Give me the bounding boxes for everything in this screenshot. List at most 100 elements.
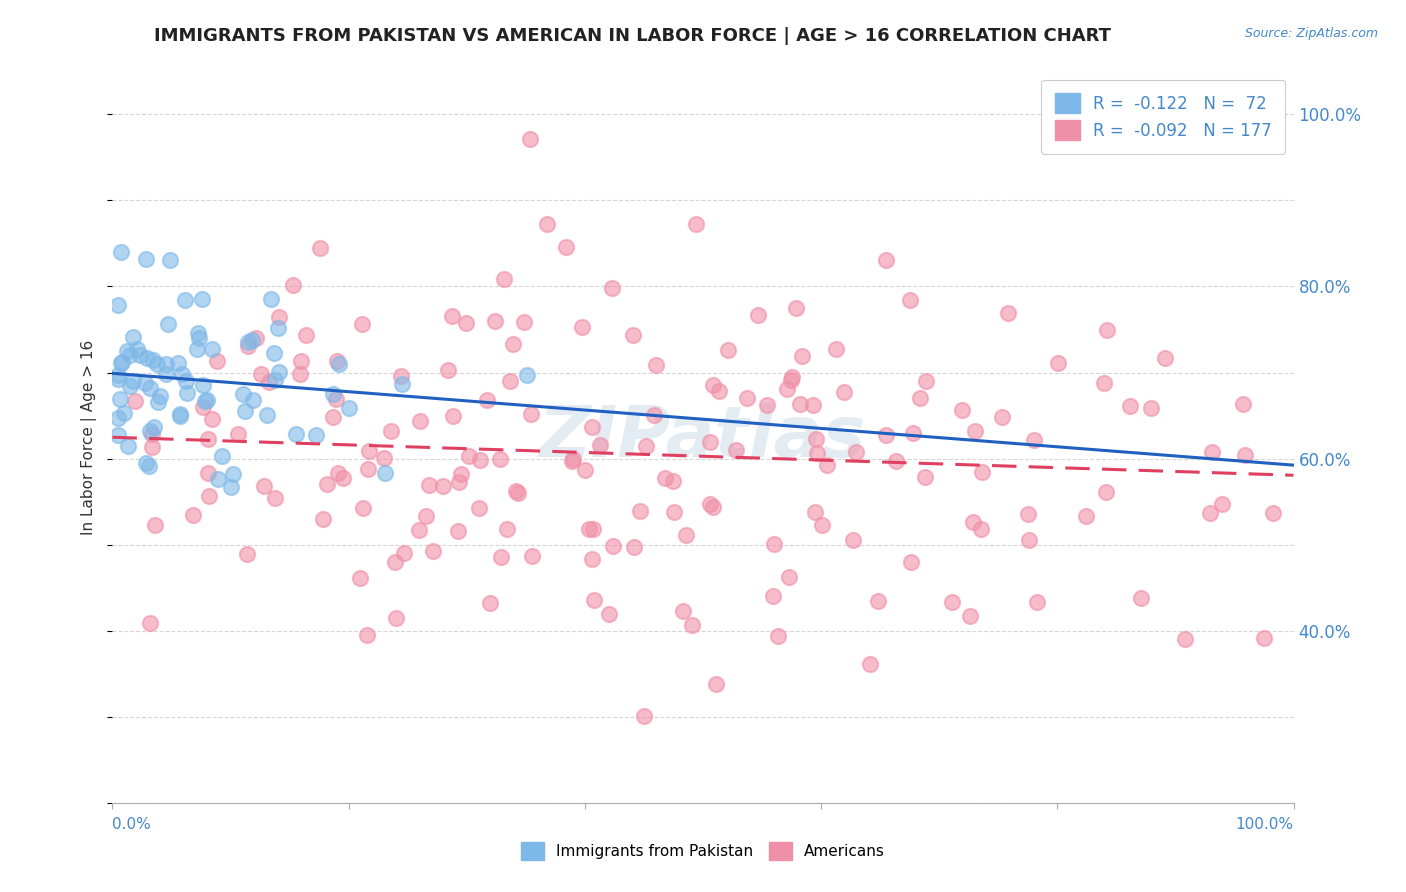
Point — [155, 357, 177, 371]
Legend: Immigrants from Pakistan, Americans: Immigrants from Pakistan, Americans — [515, 836, 891, 866]
Point — [803, 505, 825, 519]
Point — [187, 326, 209, 340]
Point — [141, 427, 163, 442]
Point — [467, 500, 489, 515]
Point — [965, 425, 987, 439]
Point — [900, 556, 922, 570]
Point — [194, 394, 217, 409]
Point — [201, 412, 224, 426]
Point — [623, 540, 645, 554]
Point — [138, 381, 160, 395]
Point — [356, 628, 378, 642]
Point — [197, 467, 219, 481]
Point — [1232, 397, 1254, 411]
Point — [143, 420, 166, 434]
Point — [654, 471, 676, 485]
Point — [621, 327, 644, 342]
Point — [672, 604, 695, 618]
Point — [1095, 323, 1118, 337]
Point — [325, 354, 347, 368]
Point — [574, 463, 596, 477]
Point — [778, 570, 800, 584]
Point — [281, 278, 304, 293]
Point — [756, 398, 779, 412]
Point — [685, 217, 707, 231]
Point — [1253, 631, 1275, 645]
Point — [135, 351, 157, 365]
Point — [1092, 376, 1115, 390]
Point — [478, 596, 501, 610]
Point — [238, 338, 260, 352]
Point — [148, 388, 170, 402]
Point — [207, 471, 229, 485]
Point — [332, 471, 354, 485]
Point — [285, 426, 308, 441]
Point — [242, 393, 264, 408]
Point — [122, 330, 145, 344]
Point — [959, 608, 981, 623]
Point — [1076, 509, 1098, 524]
Point — [373, 450, 395, 465]
Point — [122, 374, 145, 388]
Point — [779, 373, 801, 387]
Point — [176, 374, 198, 388]
Point — [602, 539, 624, 553]
Point — [1201, 444, 1223, 458]
Point — [156, 317, 179, 331]
Point — [1095, 485, 1118, 500]
Point — [432, 479, 454, 493]
Point — [776, 382, 799, 396]
Point — [135, 252, 157, 266]
Point — [991, 410, 1014, 425]
Point — [288, 367, 311, 381]
Point — [188, 330, 211, 344]
Point — [875, 427, 897, 442]
Point — [811, 518, 834, 533]
Point — [768, 629, 790, 643]
Point — [264, 373, 287, 387]
Point — [418, 477, 440, 491]
Point — [506, 486, 529, 500]
Point — [437, 363, 460, 377]
Point — [477, 393, 499, 408]
Point — [259, 375, 281, 389]
Point — [290, 354, 312, 368]
Point — [578, 522, 600, 536]
Point — [186, 342, 208, 356]
Point — [583, 593, 606, 607]
Point — [456, 316, 478, 330]
Point — [173, 293, 195, 308]
Point — [138, 458, 160, 473]
Point — [581, 420, 603, 434]
Point — [841, 533, 863, 548]
Point — [328, 357, 350, 371]
Point — [900, 293, 922, 308]
Point — [422, 543, 444, 558]
Point — [914, 470, 936, 484]
Point — [211, 449, 233, 463]
Point — [875, 252, 897, 267]
Point — [801, 398, 824, 412]
Point — [181, 508, 204, 522]
Point — [384, 555, 406, 569]
Point — [128, 348, 150, 362]
Point — [232, 387, 254, 401]
Point — [159, 252, 181, 267]
Point — [915, 374, 938, 388]
Point — [155, 368, 177, 382]
Point — [236, 547, 259, 561]
Point — [636, 439, 658, 453]
Point — [520, 407, 543, 421]
Point — [249, 368, 271, 382]
Point — [267, 321, 290, 335]
Point — [322, 387, 344, 401]
Point — [571, 320, 593, 334]
Point — [633, 709, 655, 723]
Point — [117, 439, 139, 453]
Point — [134, 376, 156, 390]
Point — [256, 408, 278, 422]
Point — [380, 425, 402, 439]
Point — [1129, 591, 1152, 606]
Point — [219, 480, 242, 494]
Point — [111, 355, 134, 369]
